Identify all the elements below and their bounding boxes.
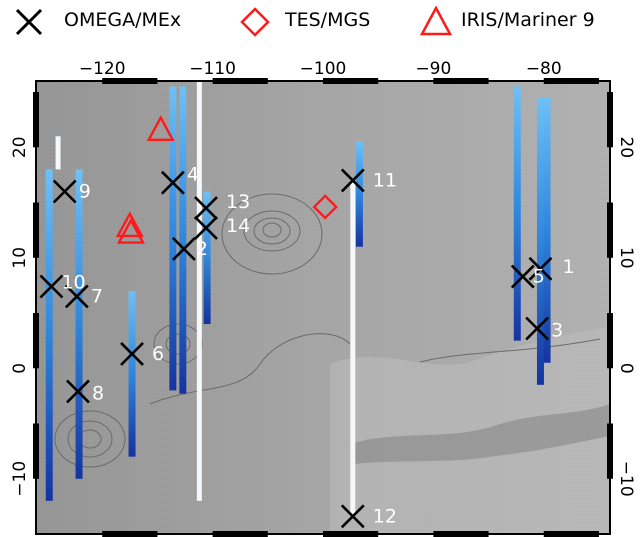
- top-tick-label: −100: [300, 59, 347, 79]
- track-7: [196, 81, 202, 501]
- omega-site-8-x-icon: [66, 379, 90, 404]
- left-tick-label: 20: [10, 136, 30, 158]
- omega-legend-x-icon: [15, 8, 43, 36]
- track-6: [179, 86, 187, 394]
- track-4: [128, 290, 136, 457]
- tes-site-diamond-icon: [312, 194, 338, 220]
- iris-site-triangle-icon: [146, 115, 175, 142]
- right-scale-bar: [607, 313, 613, 369]
- omega-site-label: 13: [226, 191, 250, 213]
- tes-legend-diamond-icon: [240, 7, 270, 37]
- track-1: [45, 169, 53, 501]
- omega-site-14-x-icon: [194, 216, 218, 240]
- top-scale-bar: [102, 78, 158, 84]
- omega-site-4-x-icon: [160, 170, 185, 195]
- omega-site-label: 7: [91, 285, 103, 307]
- top-scale-bar: [433, 78, 489, 84]
- omega-site-label: 1: [562, 256, 574, 278]
- bottom-scale-bar: [433, 531, 489, 537]
- omega-site-label: 4: [187, 164, 199, 186]
- omega-site-label: 8: [92, 382, 104, 404]
- omega-site-label: 5: [533, 266, 545, 288]
- right-scale-bar: [607, 202, 613, 258]
- track-11: [513, 86, 521, 341]
- legend-tes-label: TES/MGS: [285, 9, 371, 31]
- left-scale-bar: [33, 92, 39, 148]
- volcano-contours: [54, 193, 601, 468]
- top-tick-label: −90: [415, 59, 451, 79]
- omega-site-9-x-icon: [52, 179, 77, 204]
- omega-site-3-x-icon: [525, 316, 550, 341]
- iris-legend-triangle-icon: [420, 6, 452, 36]
- omega-site-label: 10: [61, 272, 85, 294]
- iris-site-triangle-icon: [116, 217, 145, 244]
- legend-iris-label: IRIS/Mariner 9: [461, 9, 595, 31]
- right-tick-label: 10: [616, 247, 636, 269]
- left-scale-bar: [33, 423, 39, 479]
- omega-site-label: 12: [373, 505, 397, 527]
- omega-site-label: 14: [226, 215, 250, 237]
- omega-site-12-x-icon: [340, 504, 365, 529]
- legend: OMEGA/MEx TES/MGS IRIS/Mariner 9: [0, 0, 644, 44]
- omega-site-5-x-icon: [510, 264, 535, 289]
- omega-site-label: 6: [152, 343, 164, 365]
- omega-site-label: 2: [196, 238, 208, 260]
- legend-omega-label: OMEGA/MEx: [64, 9, 182, 31]
- right-tick-label: −10: [616, 461, 636, 497]
- track-3: [75, 169, 83, 479]
- track-10: [355, 141, 363, 247]
- left-scale-bar: [33, 313, 39, 369]
- top-scale-bar: [212, 78, 268, 84]
- omega-site-label: 3: [551, 319, 563, 341]
- omega-site-11-x-icon: [340, 168, 365, 193]
- track-8: [203, 191, 211, 325]
- top-tick-label: −110: [189, 59, 236, 79]
- top-scale-bar: [543, 78, 599, 84]
- track-13: [543, 97, 551, 363]
- bottom-scale-bar: [212, 531, 268, 537]
- track-12: [536, 97, 544, 385]
- axis-ticks: −120−120−110−110−100−100−90−90−80−802020…: [10, 59, 636, 497]
- left-tick-label: −10: [10, 461, 30, 497]
- right-scale-bar: [607, 423, 613, 479]
- right-tick-label: 20: [616, 136, 636, 158]
- left-tick-label: 10: [10, 247, 30, 269]
- bottom-scale-bar: [543, 531, 599, 537]
- border-scale-bars: [33, 78, 613, 537]
- track-9: [350, 180, 356, 517]
- right-scale-bar: [607, 92, 613, 148]
- top-tick-label: −80: [526, 59, 562, 79]
- left-scale-bar: [33, 202, 39, 258]
- basemap: [36, 81, 610, 534]
- left-tick-label: 0: [10, 363, 30, 374]
- omega-site-7-x-icon: [64, 284, 89, 309]
- iris-site-triangle-icon: [115, 211, 144, 238]
- top-scale-bar: [323, 78, 379, 84]
- omega-site-1-x-icon: [528, 256, 553, 281]
- right-tick-label: 0: [616, 363, 636, 374]
- bottom-scale-bar: [323, 531, 379, 537]
- top-tick-label: −120: [79, 59, 126, 79]
- bottom-scale-bar: [102, 531, 158, 537]
- canyon-feature: [350, 404, 610, 464]
- omega-site-2-x-icon: [171, 237, 196, 261]
- track-2: [55, 136, 61, 170]
- omega-site-10-x-icon: [39, 274, 64, 299]
- omega-site-13-x-icon: [194, 196, 218, 220]
- omega-site-6-x-icon: [120, 341, 144, 366]
- omega-site-label: 9: [79, 180, 91, 202]
- map-figure: −120−120−110−110−100−100−90−90−80−802020…: [10, 59, 636, 537]
- omega-site-label: 11: [373, 169, 397, 191]
